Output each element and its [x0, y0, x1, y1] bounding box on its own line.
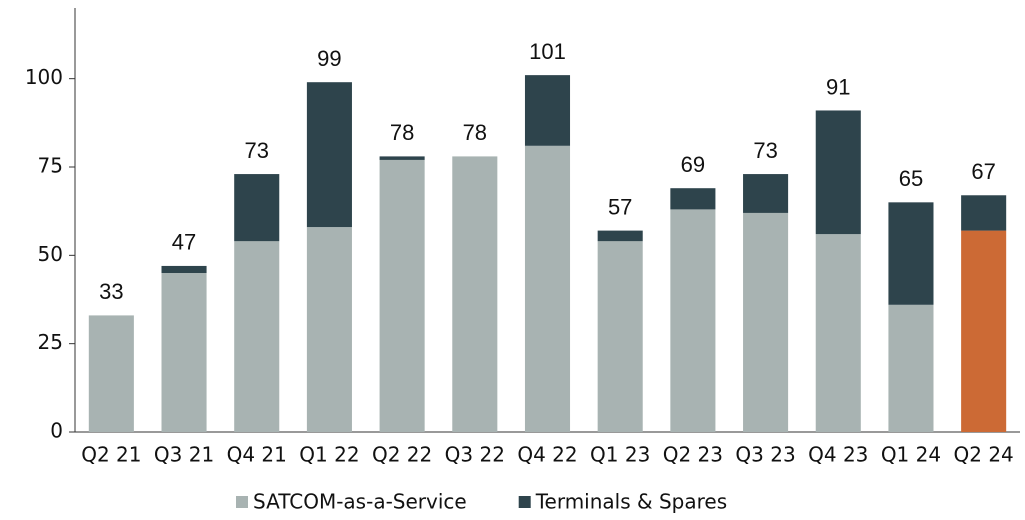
x-tick-label: Q2 21	[81, 443, 141, 467]
x-tick-label: Q1 24	[881, 443, 941, 467]
bar-segment	[524, 75, 571, 146]
y-tick-label: 100	[25, 65, 63, 89]
bar-segment	[379, 159, 425, 432]
x-tick-label: Q4 21	[227, 443, 287, 467]
total-label: 73	[244, 138, 268, 163]
bar-segment	[670, 188, 716, 210]
y-tick-label: 0	[50, 419, 63, 443]
bar-segment	[961, 230, 1007, 432]
bar-segment	[306, 227, 352, 432]
bar-segment	[234, 174, 280, 242]
bar-segment	[597, 241, 643, 432]
bar-segment	[88, 315, 134, 432]
bar-segment	[743, 174, 789, 213]
total-label: 47	[172, 230, 196, 255]
bar-segment	[234, 241, 280, 432]
legend-label: SATCOM-as-a-Service	[253, 490, 467, 514]
legend-label: Terminals & Spares	[535, 490, 727, 514]
x-tick-label: Q2 22	[372, 443, 432, 467]
bar-segment	[815, 110, 861, 235]
bar-segment	[452, 156, 498, 432]
total-label: 101	[529, 39, 566, 64]
total-label: 78	[463, 120, 487, 145]
y-tick-label: 50	[38, 242, 63, 266]
total-label: 78	[390, 120, 414, 145]
bar-segment	[670, 209, 716, 432]
legend-swatch	[518, 496, 531, 508]
bar-segment	[379, 156, 425, 160]
bar-segment	[888, 202, 934, 305]
total-label: 33	[99, 279, 123, 304]
bar-segment	[161, 265, 207, 273]
x-tick-label: Q4 23	[808, 443, 868, 467]
bar-segment	[888, 304, 934, 432]
bar-segment	[306, 82, 352, 228]
total-label: 67	[971, 159, 995, 184]
bar-segment	[961, 195, 1007, 231]
x-tick-label: Q4 22	[517, 443, 577, 467]
legend-swatch	[236, 496, 248, 508]
total-label: 57	[608, 194, 632, 219]
total-label: 69	[681, 152, 705, 177]
x-tick-label: Q3 21	[154, 443, 214, 467]
total-label: 99	[317, 46, 341, 71]
x-tick-label: Q3 22	[445, 443, 505, 467]
x-tick-label: Q3 23	[735, 443, 795, 467]
bar-segment	[597, 230, 643, 242]
bar-segment	[161, 273, 207, 432]
x-tick-label: Q1 23	[590, 443, 650, 467]
x-tick-label: Q2 24	[954, 443, 1014, 467]
y-tick-label: 25	[38, 330, 63, 354]
y-tick-label: 75	[38, 154, 63, 178]
bar-segment	[743, 212, 789, 432]
bar-segment	[524, 145, 571, 433]
x-tick-label: Q2 23	[663, 443, 723, 467]
bar-segment	[815, 234, 861, 432]
total-label: 91	[826, 74, 850, 99]
total-label: 73	[753, 138, 777, 163]
x-tick-label: Q1 22	[299, 443, 359, 467]
total-label: 65	[899, 166, 923, 191]
